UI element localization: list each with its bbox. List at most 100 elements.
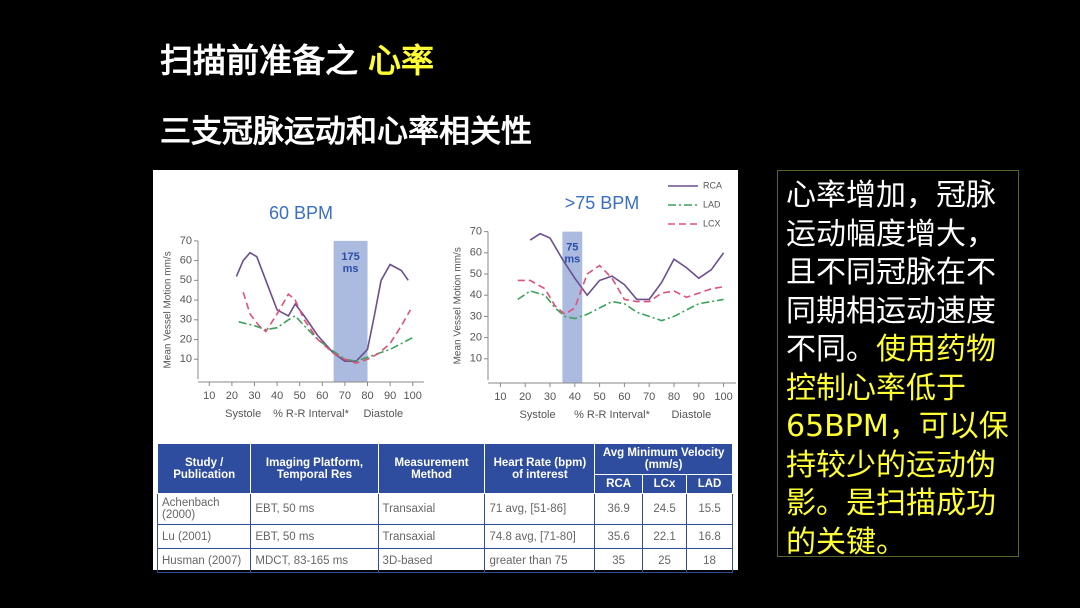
series-line (529, 232, 725, 301)
legend-label: LAD (703, 199, 721, 209)
slide-subtitle: 三支冠脉运动和心率相关性 (160, 114, 532, 150)
subheader-cell: RCA (594, 474, 643, 494)
annotation: Systole (520, 409, 556, 421)
subheader-cell: LCx (641, 474, 688, 494)
y-tick-label: 40 (470, 289, 482, 301)
table-cell: EBT, 50 ms (250, 493, 379, 525)
y-tick-label: 70 (470, 226, 482, 238)
x-tick-label: 60 (316, 390, 328, 402)
annotation: Diastole (671, 409, 711, 421)
figure-panel: 175 ms 10 20 30 40 50 60 70 10 20 30 40 50 60 70 80 90 100… (153, 170, 738, 573)
title-highlight: 心率 (368, 41, 434, 80)
data-table: Study / Publication Imaging Platform, Tem… (156, 443, 733, 573)
y-tick-label: 10 (180, 353, 192, 365)
x-axis-label: % R-R Interval* (273, 408, 350, 420)
table-cell: 71 avg, [51-86] (484, 493, 596, 525)
series-line (238, 314, 414, 363)
table-row: Achenbach (2000) EBT, 50 ms Transaxial 71 a… (156, 493, 733, 525)
series-line (235, 251, 409, 362)
x-tick-label: 40 (569, 391, 581, 403)
subheader-row: RCA LCx LAD (158, 474, 733, 494)
table-cell: 22.1 (641, 524, 688, 549)
y-tick-label: 50 (470, 268, 482, 280)
highlight-band (562, 231, 583, 383)
y-tick-label: 60 (470, 247, 482, 259)
table-cell: greater than 75 (484, 548, 596, 573)
slide-title: 扫描前准备之 心率 (160, 34, 434, 82)
series-line (242, 291, 412, 365)
x-tick-label: 20 (519, 391, 531, 403)
table-cell: Achenbach (2000) (156, 493, 252, 525)
table-cell: MDCT, 83-165 ms (250, 548, 379, 573)
x-tick-label: 50 (593, 391, 605, 403)
header-cell: Heart Rate (bpm) of interest (484, 443, 596, 494)
annotation: Systole (225, 408, 261, 420)
y-tick-label: 20 (180, 333, 192, 345)
legend-label: LCX (703, 218, 721, 228)
header-cell: Imaging Platform, Temporal Res (250, 443, 379, 494)
table-cell: 36.9 (594, 493, 643, 525)
subheader-cell: LAD (686, 474, 733, 494)
x-tick-label: 90 (384, 390, 396, 402)
y-axis-label: Mean Vessel Motion mm/s (453, 247, 464, 364)
x-tick-label: 100 (404, 390, 422, 402)
title-text: 扫描前准备之 (160, 41, 358, 80)
x-tick-label: 60 (618, 391, 630, 403)
table-cell: Husman (2007) (156, 548, 252, 573)
band-label: ms (564, 254, 580, 266)
table-cell: 35.6 (594, 524, 643, 549)
y-tick-label: 70 (180, 235, 192, 247)
note-box: 心率增加，冠脉运动幅度增大，且不同冠脉在不同期相运动速度不同。使用药物控制心率低… (777, 170, 1019, 560)
y-tick-label: 50 (180, 274, 192, 286)
band-label: 175 (341, 251, 359, 263)
x-tick-label: 30 (248, 390, 260, 402)
table-cell: Transaxial (377, 493, 486, 525)
x-tick-label: 30 (544, 391, 556, 403)
table-cell: 16.8 (686, 524, 733, 549)
band-label: ms (343, 263, 359, 275)
x-tick-label: 90 (693, 391, 705, 403)
table-row: Lu (2001) EBT, 50 ms Transaxial 74.8 avg, [… (156, 524, 733, 549)
x-tick-label: 80 (361, 390, 373, 402)
table-cell: 74.8 avg, [71-80] (484, 524, 596, 549)
table-cell: Lu (2001) (156, 524, 252, 549)
annotation: Diastole (363, 408, 403, 420)
note-highlight: 使用药物控制心率低于65BPM，可以保持较少的运动伪影。是扫描成功的关键。 (786, 332, 1009, 560)
header-row: Study / Publication Imaging Platform, Tem… (156, 443, 733, 494)
table-cell: 15.5 (686, 493, 733, 525)
legend-label: RCA (703, 180, 722, 190)
header-cell: Avg Minimum Velocity (mm/s) (594, 443, 733, 475)
header-cell: Study / Publication (156, 443, 252, 494)
table-cell: EBT, 50 ms (250, 524, 379, 549)
y-axis-label: Mean Vessel Motion mm/s (163, 251, 174, 368)
series-line (517, 290, 724, 322)
x-tick-label: 100 (714, 391, 732, 403)
series-line (517, 264, 724, 316)
table-cell: 25 (641, 548, 688, 573)
y-tick-label: 30 (470, 310, 482, 322)
table-row: Husman (2007) MDCT, 83-165 ms 3D-based grea… (156, 548, 733, 573)
x-tick-label: 70 (339, 390, 351, 402)
note-text: 心率增加，冠脉运动幅度增大，且不同冠脉在不同期相运动速度不同。 (786, 178, 996, 367)
y-tick-label: 30 (180, 314, 192, 326)
x-tick-label: 20 (226, 390, 238, 402)
header-cell: Measurement Method (377, 443, 486, 494)
y-tick-label: 40 (180, 294, 192, 306)
band-label: 75 (566, 242, 578, 254)
chart-title: >75 BPM (565, 193, 640, 213)
table-cell: 35 (594, 548, 643, 573)
table-cell: 3D-based (377, 548, 486, 573)
x-axis-label: % R-R Interval* (574, 409, 651, 421)
x-tick-label: 10 (203, 390, 215, 402)
x-tick-label: 70 (643, 391, 655, 403)
y-tick-label: 20 (470, 332, 482, 344)
table-cell: 24.5 (641, 493, 688, 525)
x-tick-label: 10 (494, 391, 506, 403)
y-tick-label: 10 (470, 353, 482, 365)
x-tick-label: 50 (294, 390, 306, 402)
chart-title: 60 BPM (269, 203, 333, 223)
x-tick-label: 80 (668, 391, 680, 403)
table-cell: Transaxial (377, 524, 486, 549)
